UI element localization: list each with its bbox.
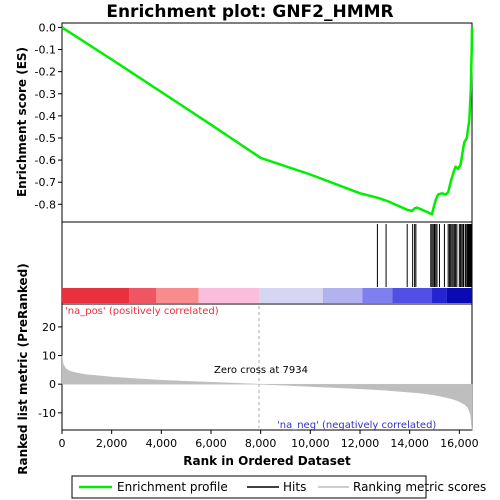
metric-ytick-label: 0: [49, 378, 56, 391]
chart-title: Enrichment plot: GNF2_HMMR: [106, 2, 393, 22]
x-tick-label: 14,000: [390, 437, 429, 450]
colorbar-segment: [392, 288, 432, 303]
metric-ytick-label: -10: [38, 407, 56, 420]
metric-ytick-label: 10: [42, 350, 56, 363]
metric-axis-label: Ranked list metric (PreRanked): [16, 263, 30, 475]
es-ytick-label: -0.3: [35, 88, 56, 101]
es-ytick-label: -0.4: [35, 110, 56, 123]
es-ytick-label: 0.0: [39, 21, 57, 34]
pos-correlated-label: 'na_pos' (positively correlated): [65, 306, 219, 317]
es-panel-frame: [62, 23, 472, 222]
es-ytick-label: -0.1: [35, 44, 56, 57]
colorbar-segment: [156, 288, 198, 303]
metric-ytick-label: 20: [42, 321, 56, 334]
x-tick-label: 6,000: [195, 437, 227, 450]
legend-hits-label: Hits: [283, 480, 306, 494]
colorbar-segment: [259, 288, 323, 303]
x-tick-label: 10,000: [291, 437, 330, 450]
neg-correlated-label: 'na_neg' (negatively correlated): [277, 420, 436, 431]
colorbar-segment: [62, 288, 129, 303]
x-tick-label: 8,000: [245, 437, 277, 450]
es-axis-label: Enrichment score (ES): [15, 47, 29, 197]
x-tick-label: 0: [59, 437, 66, 450]
x-tick-label: 4,000: [146, 437, 178, 450]
x-axis: 0 2,000 4,000 6,000 8,000 10,000 12,000 14,000 1…: [59, 430, 479, 450]
legend: Enrichment profile Hits Ranking metric s…: [72, 476, 486, 498]
x-tick-label: 12,000: [341, 437, 380, 450]
colorbar-segment: [129, 288, 156, 303]
legend-profile-label: Enrichment profile: [117, 480, 228, 494]
colorbar-segment: [447, 288, 472, 303]
x-tick-label: 2,000: [96, 437, 128, 450]
legend-metric-label: Ranking metric scores: [353, 480, 486, 494]
x-axis-label: Rank in Ordered Dataset: [183, 454, 351, 468]
colorbar-segment: [323, 288, 363, 303]
es-ytick-label: -0.6: [35, 154, 56, 167]
colorbar-segment: [199, 288, 259, 303]
es-ytick-label: -0.8: [35, 198, 56, 211]
colorbar-segment: [362, 288, 392, 303]
es-ytick-label: -0.7: [35, 176, 56, 189]
es-ytick-label: -0.2: [35, 66, 56, 79]
es-ytick-label: -0.5: [35, 132, 56, 145]
zero-cross-label: Zero cross at 7934: [214, 365, 308, 376]
colorbar-segment: [432, 288, 447, 303]
x-tick-label: 16,000: [440, 437, 479, 450]
